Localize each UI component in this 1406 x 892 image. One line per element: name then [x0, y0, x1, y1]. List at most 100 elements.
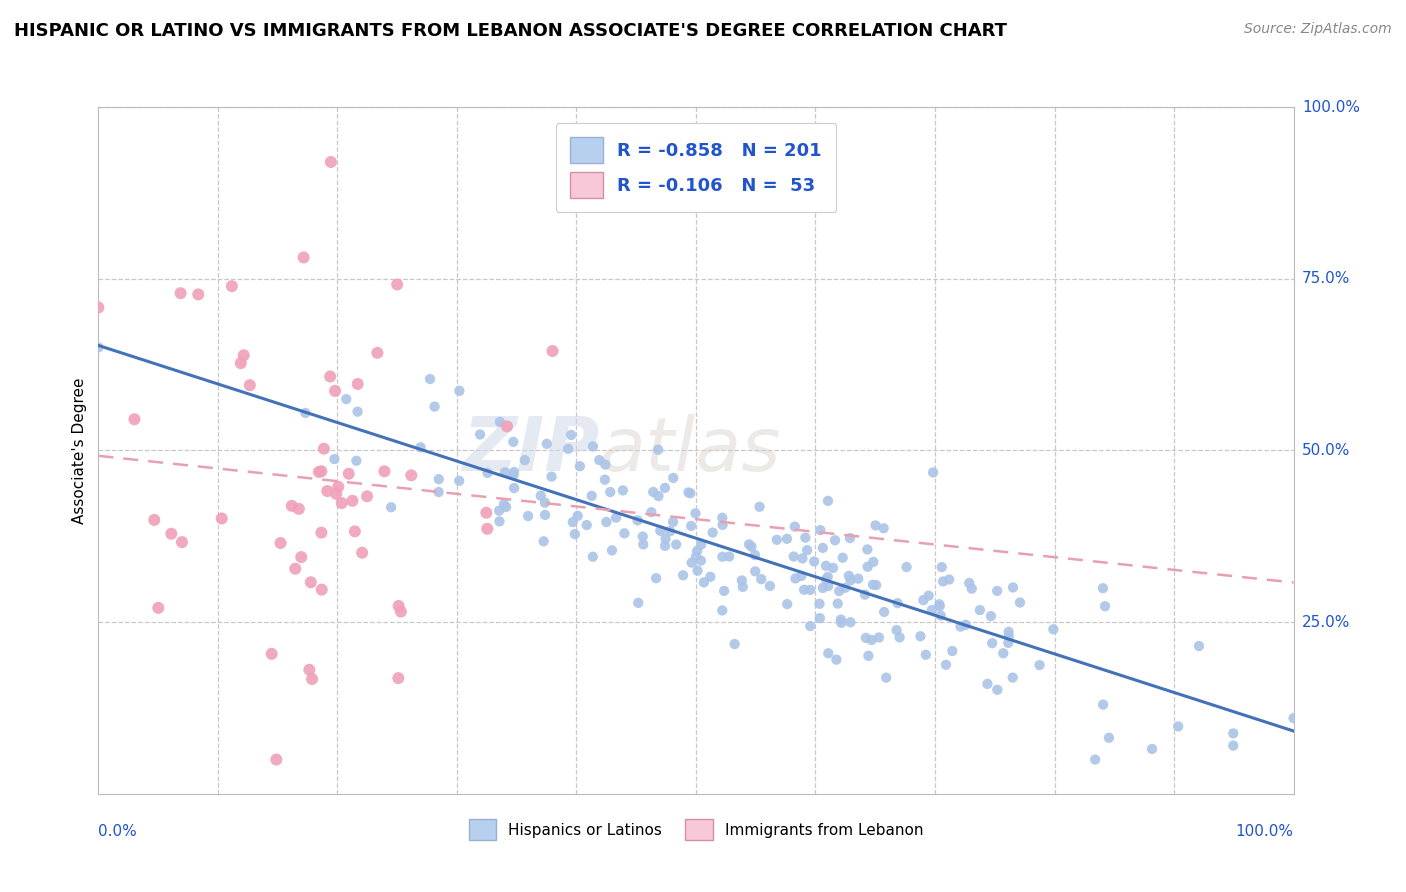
Point: [748, 500, 770, 514]
Point: [124, 412, 146, 426]
Point: [731, 580, 754, 594]
Point: [160, 526, 183, 541]
Point: [169, 286, 191, 301]
Point: [690, 538, 713, 552]
Point: [811, 541, 834, 555]
Point: [288, 501, 311, 516]
Point: [782, 549, 804, 564]
Point: [766, 533, 789, 547]
Point: [239, 378, 262, 392]
Text: 50.0%: 50.0%: [1302, 443, 1350, 458]
Point: [839, 531, 862, 545]
Point: [517, 509, 540, 524]
Point: [270, 536, 292, 550]
Point: [839, 615, 862, 630]
Point: [612, 483, 634, 498]
Point: [647, 489, 669, 503]
Point: [685, 506, 707, 520]
Point: [366, 346, 388, 360]
Point: [170, 535, 193, 549]
Point: [932, 574, 955, 589]
Point: [744, 548, 766, 562]
Point: [536, 437, 558, 451]
Point: [605, 510, 627, 524]
Point: [342, 493, 364, 508]
Point: [839, 574, 862, 588]
Point: [855, 631, 877, 645]
Point: [530, 489, 553, 503]
Point: [1140, 742, 1163, 756]
Point: [316, 483, 339, 498]
Point: [993, 646, 1015, 660]
Point: [534, 508, 557, 522]
Point: [827, 597, 849, 611]
Point: [986, 682, 1008, 697]
Point: [468, 427, 491, 442]
Point: [221, 279, 243, 293]
Point: [647, 442, 669, 457]
Point: [449, 474, 471, 488]
Point: [557, 442, 579, 456]
Point: [595, 458, 617, 472]
Point: [814, 558, 837, 573]
Point: [599, 485, 621, 500]
Point: [681, 556, 703, 570]
Point: [976, 677, 998, 691]
Point: [575, 518, 598, 533]
Point: [686, 544, 709, 558]
Point: [929, 608, 952, 623]
Point: [811, 581, 834, 595]
Point: [1092, 698, 1115, 712]
Point: [1094, 599, 1116, 614]
Point: [783, 519, 806, 533]
Point: [631, 530, 654, 544]
Point: [853, 588, 876, 602]
Point: [825, 652, 848, 666]
Point: [187, 287, 209, 301]
Point: [541, 344, 564, 359]
Point: [981, 636, 1004, 650]
Point: [328, 480, 350, 494]
Point: [838, 569, 860, 583]
Point: [686, 564, 709, 578]
Point: [1188, 639, 1211, 653]
Point: [679, 486, 702, 500]
Point: [292, 251, 315, 265]
Point: [702, 525, 724, 540]
Point: [865, 518, 887, 533]
Point: [759, 579, 782, 593]
Point: [808, 597, 831, 611]
Point: [488, 515, 510, 529]
Point: [654, 481, 676, 495]
Point: [533, 534, 555, 549]
Point: [298, 663, 321, 677]
Y-axis label: Associate's Degree: Associate's Degree: [72, 377, 87, 524]
Point: [654, 532, 676, 546]
Point: [346, 376, 368, 391]
Point: [449, 384, 471, 398]
Point: [643, 485, 665, 500]
Point: [564, 527, 586, 541]
Point: [689, 553, 711, 567]
Point: [672, 568, 695, 582]
Point: [1098, 731, 1121, 745]
Point: [1091, 581, 1114, 595]
Point: [794, 531, 817, 545]
Point: [662, 471, 685, 485]
Point: [593, 473, 616, 487]
Point: [875, 671, 897, 685]
Point: [211, 511, 233, 525]
Point: [917, 589, 939, 603]
Point: [561, 515, 583, 529]
Point: [335, 392, 357, 406]
Point: [325, 487, 347, 501]
Point: [914, 648, 936, 662]
Point: [986, 583, 1008, 598]
Point: [793, 582, 815, 597]
Point: [640, 505, 662, 519]
Point: [568, 459, 591, 474]
Point: [873, 605, 896, 619]
Point: [582, 439, 605, 453]
Point: [613, 526, 636, 541]
Point: [969, 603, 991, 617]
